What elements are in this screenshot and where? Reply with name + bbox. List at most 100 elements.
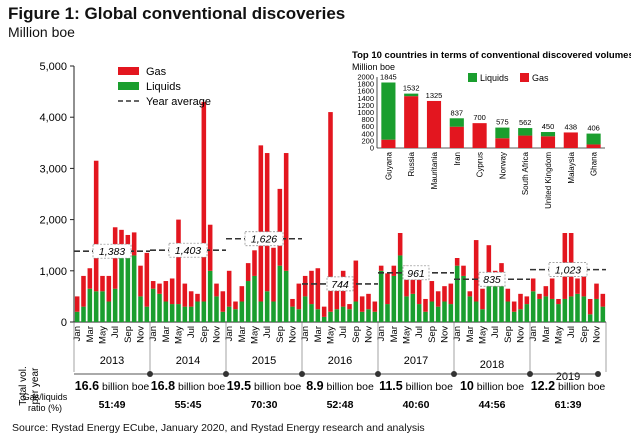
bar-liquids bbox=[473, 301, 479, 322]
inset-y-tick-label: 1000 bbox=[357, 108, 374, 117]
inset-category-label: United Kingdom bbox=[544, 152, 553, 209]
bar-liquids bbox=[112, 288, 118, 322]
month-tick-label: Sep bbox=[579, 326, 590, 343]
bar-gas bbox=[195, 293, 200, 302]
bar-liquids bbox=[157, 293, 162, 322]
legend-swatch-liquids bbox=[118, 82, 139, 90]
year-average-label: 961 bbox=[407, 268, 425, 280]
month-tick-label: May bbox=[250, 326, 261, 344]
bar-liquids bbox=[93, 291, 99, 322]
month-tick-label: May bbox=[326, 326, 337, 344]
inset-title: Top 10 countries in terms of conventiona… bbox=[352, 50, 631, 61]
y-tick-label: 3,000 bbox=[39, 163, 67, 175]
ratio-label: Gas/liquids bbox=[23, 392, 68, 402]
bar-liquids bbox=[138, 296, 143, 322]
yearly-total: 12.2 billion boe bbox=[531, 379, 606, 393]
bar-gas bbox=[182, 283, 188, 307]
inset-category-label: Guyana bbox=[384, 151, 393, 180]
inset-y-tick-label: 1200 bbox=[357, 101, 374, 110]
inset-bar-liquids bbox=[495, 127, 510, 139]
month-tick-label: Nov bbox=[516, 326, 527, 343]
bar-liquids bbox=[220, 311, 226, 322]
inset-bar-gas bbox=[540, 136, 556, 148]
yearly-total: 19.5 billion boe bbox=[227, 379, 302, 393]
bar-gas bbox=[87, 268, 93, 289]
bar-liquids bbox=[169, 304, 175, 322]
y-tick-label: 5,000 bbox=[39, 61, 67, 73]
bar-liquids bbox=[340, 306, 346, 322]
year-average-box bbox=[402, 265, 430, 281]
month-tick-label: Mar bbox=[237, 326, 248, 342]
timeline-dot bbox=[147, 371, 153, 377]
bar-gas bbox=[518, 293, 523, 310]
bar-liquids bbox=[271, 301, 276, 322]
y-tick-label: 0 bbox=[61, 317, 67, 329]
year-average-box bbox=[168, 242, 208, 258]
bar-liquids bbox=[239, 301, 245, 322]
month-tick-label: Sep bbox=[199, 326, 210, 343]
month-tick-label: May bbox=[98, 326, 109, 344]
year-label: 2018 bbox=[480, 359, 504, 371]
bar-liquids bbox=[366, 309, 371, 322]
bar-gas bbox=[328, 112, 333, 312]
main-legend: Gas Liquids Year average bbox=[118, 66, 211, 108]
bar-liquids bbox=[359, 311, 365, 322]
yearly-total: 11.5 billion boe bbox=[379, 379, 453, 393]
timeline-dot bbox=[595, 371, 601, 377]
bar-liquids bbox=[530, 291, 536, 322]
bar-gas bbox=[233, 301, 238, 310]
inset-total-label: 1325 bbox=[426, 91, 443, 100]
bar-liquids bbox=[524, 304, 530, 322]
bar-gas bbox=[353, 260, 359, 302]
inset-legend-label-liquids: Liquids bbox=[480, 73, 509, 83]
bar-gas bbox=[106, 275, 112, 302]
bar-gas bbox=[423, 298, 428, 312]
inset-y-tick-label: 1800 bbox=[357, 80, 374, 89]
month-tick-label: Mar bbox=[465, 326, 476, 342]
month-tick-label: Nov bbox=[364, 326, 375, 343]
total-volume-label-2: per year bbox=[30, 367, 41, 404]
month-tick-label: Mar bbox=[85, 326, 96, 342]
bar-liquids bbox=[226, 306, 232, 322]
bar-liquids bbox=[258, 301, 264, 322]
bar-liquids bbox=[131, 255, 137, 322]
bar-gas bbox=[100, 275, 105, 292]
bar-liquids bbox=[264, 291, 270, 322]
bar-liquids bbox=[568, 296, 574, 322]
bar-gas bbox=[442, 286, 447, 302]
bar-liquids bbox=[347, 309, 352, 322]
inset-legend-label-gas: Gas bbox=[532, 73, 549, 83]
timeline-dot bbox=[527, 371, 533, 377]
inset-bar-gas bbox=[518, 135, 533, 148]
bar-gas bbox=[258, 145, 264, 302]
inset-bar-liquids bbox=[449, 118, 464, 127]
yearly-ratio: 61:39 bbox=[555, 399, 582, 411]
month-tick-label: Sep bbox=[123, 326, 134, 343]
year-average-label: 1,023 bbox=[555, 265, 581, 277]
inset-category-label: Ghana bbox=[590, 151, 599, 176]
bar-liquids bbox=[587, 314, 593, 322]
bar-liquids bbox=[397, 255, 403, 322]
bar-liquids bbox=[480, 309, 485, 322]
bar-gas bbox=[410, 278, 416, 294]
bar-gas bbox=[188, 291, 194, 307]
month-tick-label: Mar bbox=[541, 326, 552, 342]
month-tick-label: Sep bbox=[275, 326, 286, 343]
bar-liquids bbox=[448, 304, 454, 322]
bar-liquids bbox=[575, 293, 580, 322]
bar-gas bbox=[435, 291, 441, 307]
yearly-ratio: 55:45 bbox=[175, 399, 202, 411]
bar-liquids bbox=[467, 296, 473, 322]
bar-gas bbox=[309, 270, 314, 305]
bar-liquids bbox=[309, 304, 314, 322]
month-tick-label: May bbox=[402, 326, 413, 344]
bar-gas bbox=[290, 298, 295, 307]
bar-gas bbox=[359, 296, 365, 312]
bar-liquids bbox=[283, 270, 289, 322]
bar-liquids bbox=[416, 304, 422, 322]
year-label: 2014 bbox=[176, 355, 200, 367]
month-tick-label: Jul bbox=[490, 326, 501, 338]
bar-gas bbox=[366, 293, 371, 310]
month-tick-label: Jan bbox=[300, 326, 311, 341]
